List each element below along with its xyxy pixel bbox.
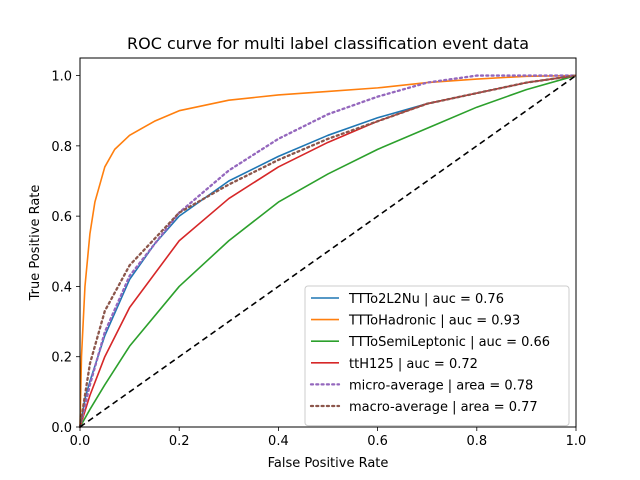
x-tick-label: 0.4: [268, 434, 289, 449]
legend-label: ttH125 | auc = 0.72: [349, 357, 478, 372]
legend-label: TTToHadronic | auc = 0.93: [348, 314, 520, 329]
x-tick-label: 0.2: [169, 434, 190, 449]
x-tick-label: 0.8: [466, 434, 487, 449]
legend-label: micro-average | area = 0.78: [349, 378, 533, 393]
axis-ticks: 0.0 0.2 0.4 0.6 0.8 1.0 0.0 0.2 0.4 0.6 0.8 1.0: [51, 70, 586, 449]
chance-diagonal-line: [79, 74, 577, 428]
y-tick-label: 0.0: [51, 421, 72, 436]
y-tick-label: 0.6: [51, 210, 72, 225]
y-axis-label: True Positive Rate: [28, 185, 43, 302]
x-axis-label: False Positive Rate: [268, 456, 389, 471]
plot-frame: [79, 57, 577, 428]
series-line-5: [78, 74, 578, 429]
legend-label: TTToSemiLeptonic | auc = 0.66: [348, 335, 550, 350]
y-tick-label: 0.8: [51, 140, 72, 155]
x-tick-label: 0.0: [70, 434, 91, 449]
series-line-2: [79, 74, 577, 428]
y-tick-label: 1.0: [51, 70, 72, 85]
series-line-3: [79, 74, 577, 428]
plot-lines: [78, 74, 578, 429]
x-tick-label: 0.6: [367, 434, 388, 449]
legend-label: TTTo2L2Nu | auc = 0.76: [348, 292, 504, 307]
legend-label: macro-average | area = 0.77: [349, 400, 538, 415]
y-tick-label: 0.2: [51, 351, 72, 366]
y-tick-label: 0.4: [51, 280, 72, 295]
legend: TTTo2L2Nu | auc = 0.76 TTToHadronic | auc…: [304, 285, 570, 427]
series-line-4: [78, 74, 578, 429]
legend-box: [304, 285, 570, 427]
chart-title: ROC curve for multi label classification…: [127, 34, 529, 53]
x-tick-label: 1.0: [566, 434, 587, 449]
